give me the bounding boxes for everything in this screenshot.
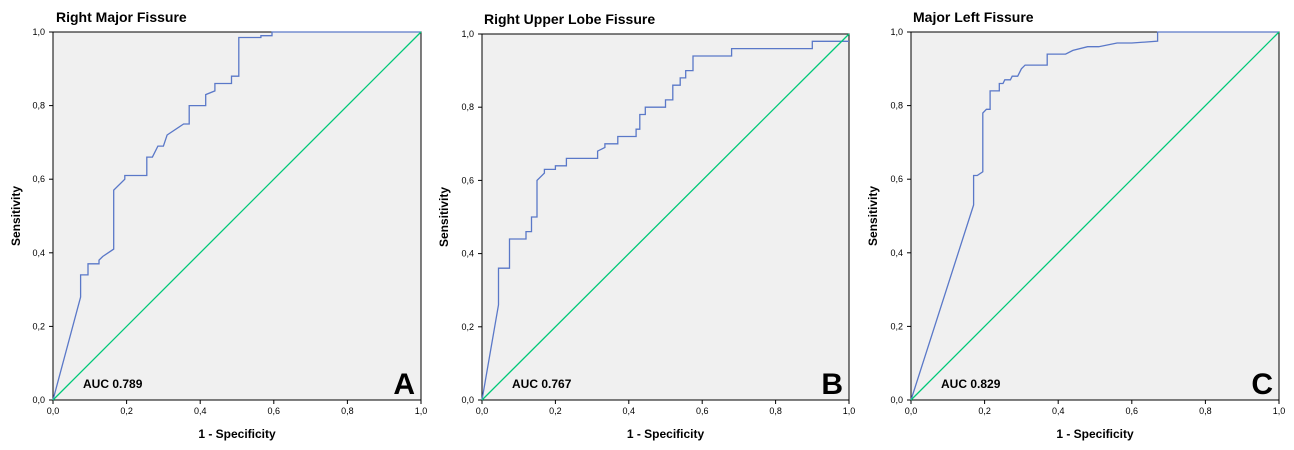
y-axis-label: Sensitivity [437,187,451,247]
x-tick-label: 0,4 [194,406,207,416]
y-tick-label: 0,4 [32,248,45,258]
x-tick-label: 0,2 [120,406,133,416]
roc-panel-b: Right Upper Lobe Fissure 0,0 0,2 0,4 0,6 0,8 1… [437,11,855,441]
x-tick-label: 0,6 [268,406,281,416]
roc-panel-a: Right Major Fissure 0,0 0,2 0,4 0,6 0,8 1,0 0,0… [9,9,427,441]
y-tick-label: 1,0 [890,27,903,37]
y-tick-label: 0,0 [461,395,474,405]
y-tick-label: 0,8 [890,101,903,111]
x-tick-label: 0,2 [978,406,991,416]
x-axis-label: 1 - Specificity [198,427,276,441]
chart-title: Major Left Fissure [913,9,1034,25]
x-tick-label: 0,8 [1199,406,1212,416]
x-tick-label: 0,8 [769,406,782,416]
x-axis-label: 1 - Specificity [627,427,705,441]
x-tick-label: 0,6 [1126,406,1139,416]
auc-label: AUC 0.767 [512,377,572,391]
x-tick-label: 1,0 [843,406,856,416]
x-tick-label: 0,4 [1052,406,1065,416]
y-tick-label: 0,2 [32,321,45,331]
y-tick-label: 0,6 [890,174,903,184]
reference-line [52,31,422,401]
x-axis-label: 1 - Specificity [1056,427,1134,441]
y-axis-label: Sensitivity [866,186,880,246]
roc-panel-c: Major Left Fissure 0,0 0,2 0,4 0,6 0,8 1,0 0,0 0… [866,9,1285,441]
y-tick-label: 0,0 [32,395,45,405]
x-tick-label: 1,0 [1273,406,1286,416]
x-tick-label: 0,0 [905,406,918,416]
chart-title: Right Upper Lobe Fissure [484,11,655,27]
y-tick-label: 0,6 [32,174,45,184]
y-tick-label: 0,2 [890,321,903,331]
x-tick-label: 0,2 [549,406,562,416]
y-tick-label: 0,4 [890,248,903,258]
x-tick-label: 0,0 [47,406,60,416]
roc-curve [52,31,421,401]
x-tick-label: 0,0 [476,406,489,416]
auc-label: AUC 0.789 [83,377,143,391]
y-tick-label: 0,0 [890,395,903,405]
chart-title: Right Major Fissure [56,9,187,25]
y-tick-label: 0,6 [461,175,474,185]
y-tick-label: 1,0 [461,29,474,39]
panel-label: C [1251,368,1273,401]
y-tick-label: 0,4 [461,249,474,259]
y-axis-label: Sensitivity [9,186,23,246]
x-tick-label: 0,4 [623,406,636,416]
y-tick-label: 0,8 [461,102,474,112]
auc-label: AUC 0.829 [941,377,1001,391]
roc-curve [910,31,1279,401]
panel-label: A [393,368,415,401]
y-tick-label: 1,0 [32,27,45,37]
x-tick-label: 0,6 [696,406,709,416]
reference-line [481,33,850,401]
x-tick-label: 1,0 [415,406,428,416]
x-tick-label: 0,8 [341,406,354,416]
roc-curve [481,40,849,401]
y-tick-label: 0,8 [32,101,45,111]
panel-label: B [821,368,843,401]
y-tick-label: 0,2 [461,322,474,332]
reference-line [910,31,1280,401]
